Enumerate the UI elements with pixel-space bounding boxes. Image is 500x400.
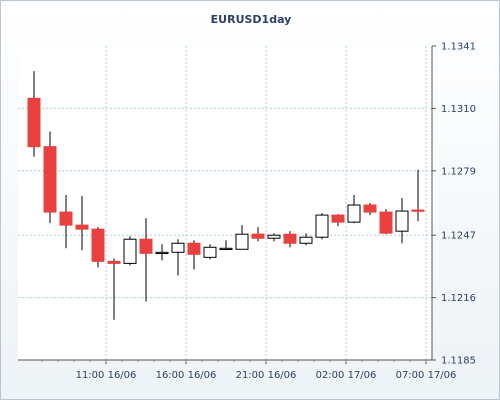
candle — [91, 227, 105, 268]
candle-body-bull — [315, 214, 329, 238]
x-tick-label: 21:00 16/06 — [236, 370, 297, 381]
x-tick-label: 16:00 16/06 — [156, 370, 217, 381]
candle-body-bull — [171, 242, 185, 253]
candle — [363, 203, 377, 216]
candle — [59, 194, 73, 249]
grid-layer — [18, 46, 432, 360]
x-tick-label: 07:00 17/06 — [396, 370, 457, 381]
candle-body-bear — [75, 224, 89, 230]
candle-body-bear — [363, 204, 377, 213]
candle — [379, 209, 393, 235]
candle-body-bull — [267, 234, 281, 239]
y-tick-label: 1.1310 — [441, 104, 476, 115]
candle-body-bear — [139, 238, 153, 254]
candle-body-bull — [235, 233, 249, 250]
candle-body-bear — [91, 228, 105, 262]
candle-body-bull — [203, 246, 217, 258]
candle — [299, 233, 313, 246]
candle-body-bear — [379, 211, 393, 234]
candle — [235, 225, 249, 250]
candle-body-bear — [411, 209, 425, 212]
candle — [139, 218, 153, 302]
candle-body-bull — [219, 247, 233, 250]
candle — [187, 240, 201, 270]
y-tick-label: 1.1279 — [441, 166, 476, 177]
candle-body-bull — [123, 238, 137, 264]
candle — [331, 214, 345, 227]
candle-layer — [27, 71, 425, 320]
candle-body-bear — [27, 97, 41, 148]
axis-layer: 1.1341 1.1310 1.1279 1.1247 1.1216 1.1185 11:0… — [18, 42, 476, 381]
candle-body-bear — [107, 260, 121, 264]
y-tick-label: 1.1216 — [441, 293, 476, 304]
candle-body-bear — [283, 233, 297, 244]
y-tick-label: 1.1247 — [441, 231, 476, 242]
candle — [283, 231, 297, 248]
candle-body-bear — [251, 233, 265, 239]
y-tick-label: 1.1341 — [441, 42, 476, 53]
candle — [411, 169, 425, 222]
candle — [123, 236, 137, 266]
candle-body-bear — [43, 146, 57, 213]
candle — [27, 71, 41, 157]
candle — [395, 197, 409, 244]
candle-body-bull — [347, 204, 361, 223]
candle — [315, 213, 329, 240]
candle-body-bull — [395, 210, 409, 232]
candle — [43, 131, 57, 224]
candle — [155, 244, 169, 261]
candle-body-bear — [331, 214, 345, 223]
candle — [171, 239, 185, 276]
candle — [203, 244, 217, 260]
candle — [267, 233, 281, 242]
candle — [107, 258, 121, 320]
candle-body-bull — [299, 236, 313, 244]
x-tick-label: 02:00 17/06 — [316, 370, 377, 381]
candle-body-bull — [155, 251, 169, 255]
x-tick-label: 11:00 16/06 — [76, 370, 137, 381]
candle — [347, 194, 361, 224]
candle — [75, 195, 89, 251]
chart-title: EURUSD1day — [210, 13, 292, 26]
plot-area — [18, 46, 432, 360]
candle — [251, 227, 265, 242]
candle — [219, 240, 233, 251]
candle-body-bear — [187, 242, 201, 255]
y-tick-label: 1.1185 — [441, 356, 476, 367]
candle-body-bear — [59, 211, 73, 226]
